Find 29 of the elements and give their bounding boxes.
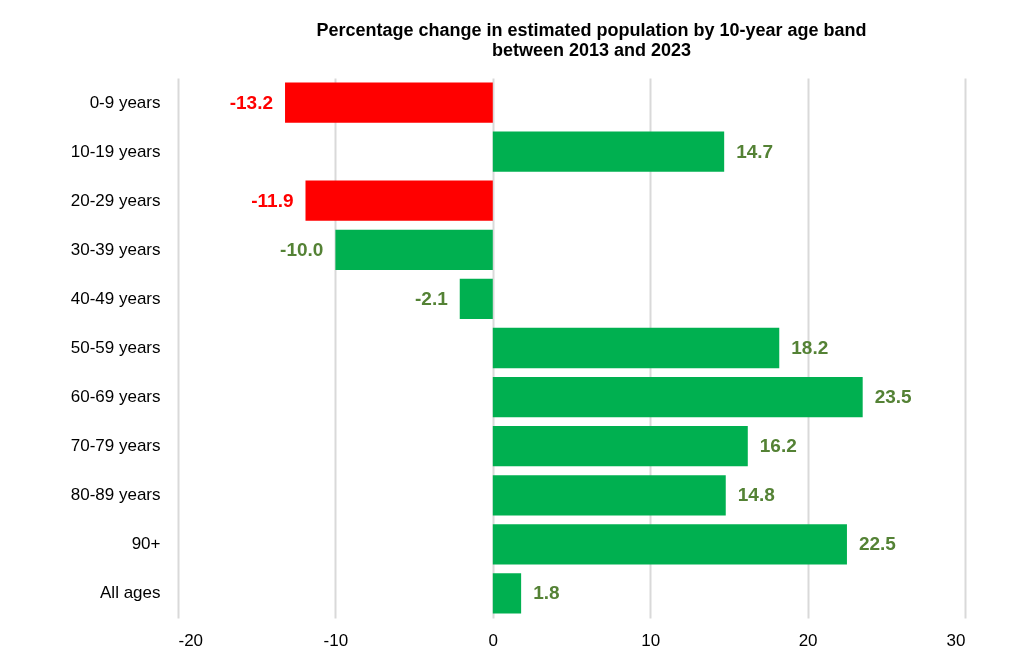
y-tick-label: 0-9 years <box>89 92 161 112</box>
data-label: 1.8 <box>533 582 560 604</box>
x-tick-label: 10 <box>641 630 661 650</box>
y-tick-label: 20-29 years <box>70 190 161 210</box>
y-tick-label: 80-89 years <box>70 485 161 505</box>
data-label: 14.8 <box>737 484 775 506</box>
data-label: 22.5 <box>858 533 897 555</box>
y-tick-label: 50-59 years <box>70 338 161 357</box>
y-tick-label: 70-79 years <box>70 436 161 456</box>
data-label: 23.5 <box>874 386 913 408</box>
x-tick-label: 30 <box>946 630 966 650</box>
y-tick-label: All ages <box>100 583 161 603</box>
y-tick-label: 40-49 years <box>70 288 161 308</box>
data-label: -2.1 <box>415 287 449 309</box>
data-label: 18.2 <box>791 337 829 358</box>
data-label: -13.2 <box>229 91 274 113</box>
chart-title: Percentage change in estimated population by 10-year age band between 2013 and 2023 <box>316 20 867 60</box>
y-tick-label: 10-19 years <box>70 141 161 161</box>
x-tick-label: 0 <box>488 630 499 650</box>
y-tick-label: 90+ <box>131 534 161 554</box>
data-label: 14.7 <box>736 140 774 162</box>
data-label: -11.9 <box>251 189 294 211</box>
x-tick-label: -20 <box>178 630 204 650</box>
y-tick-label: 60-69 years <box>70 387 161 407</box>
data-label: 16.2 <box>759 435 797 457</box>
x-tick-label: 20 <box>798 630 818 650</box>
y-tick-label: 30-39 years <box>70 239 161 259</box>
x-tick-label: -10 <box>323 630 349 650</box>
data-label: -10.0 <box>280 238 324 260</box>
